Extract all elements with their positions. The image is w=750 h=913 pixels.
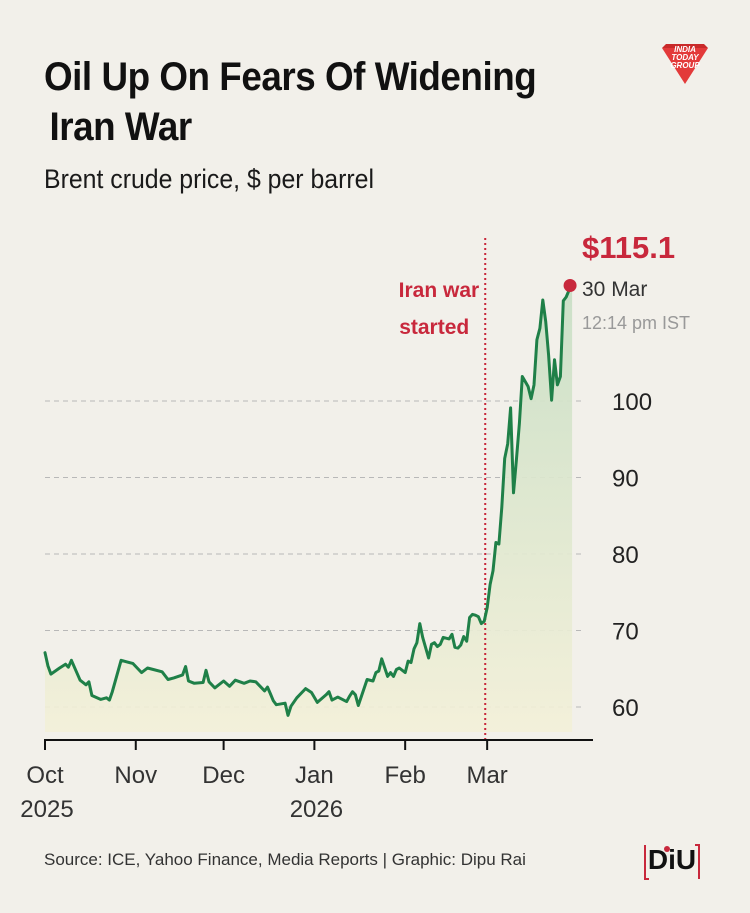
- x-tick-label-nov: Nov: [114, 762, 157, 789]
- y-tick-label-80: 80: [612, 542, 639, 569]
- y-tick-label-60: 60: [612, 695, 639, 722]
- x-tick-label-oct: Oct: [26, 762, 64, 789]
- annotation-layer: Iran war started: [399, 238, 487, 740]
- price-line: [43, 284, 574, 717]
- x-tick-label-feb: Feb: [384, 762, 425, 789]
- diu-logo-text: DiU: [647, 844, 697, 875]
- y-axis: 60 70 80 90 100: [612, 389, 652, 722]
- latest-value-label: $115.1: [582, 230, 675, 265]
- latest-date-label: 30 Mar: [582, 278, 647, 301]
- x-tick-label-jan: Jan: [295, 762, 334, 789]
- logo-text: INDIA TODAY GROUP: [670, 45, 700, 70]
- x-tick-year-2026: 2026: [290, 796, 343, 823]
- latest-value-annotation: $115.1 30 Mar 12:14 pm IST: [563, 230, 690, 333]
- chart-title: Oil Up On Fears Of Widening Iran War: [44, 52, 559, 152]
- x-tick-year-2025: 2025: [20, 796, 73, 823]
- chart-subtitle: Brent crude price, $ per barrel: [44, 164, 374, 194]
- diu-logo: DiU: [643, 843, 701, 881]
- india-today-logo: INDIA TODAY GROUP: [660, 40, 710, 86]
- latest-time-label: 12:14 pm IST: [582, 313, 690, 333]
- price-area: [45, 285, 573, 732]
- x-tick-label-mar: Mar: [466, 762, 507, 789]
- annotation-label-line-2: started: [399, 316, 469, 339]
- diu-frame-icon: [644, 844, 700, 880]
- logo-shape-icon: [662, 44, 708, 84]
- annotation-label-line-1: Iran war: [399, 279, 480, 302]
- y-tick-label-90: 90: [612, 466, 639, 493]
- y-tick-label-100: 100: [612, 389, 652, 416]
- source-note: Source: ICE, Yahoo Finance, Media Report…: [44, 850, 526, 869]
- latest-point: [563, 278, 577, 292]
- x-axis: Oct 2025 Nov Dec Jan 2026 Feb Mar: [20, 739, 593, 823]
- chart-title-line-2: Iran War: [49, 105, 193, 149]
- x-tick-label-dec: Dec: [202, 762, 245, 789]
- y-tick-label-70: 70: [612, 619, 639, 646]
- chart-title-line-1: Oil Up On Fears Of Widening: [44, 55, 537, 99]
